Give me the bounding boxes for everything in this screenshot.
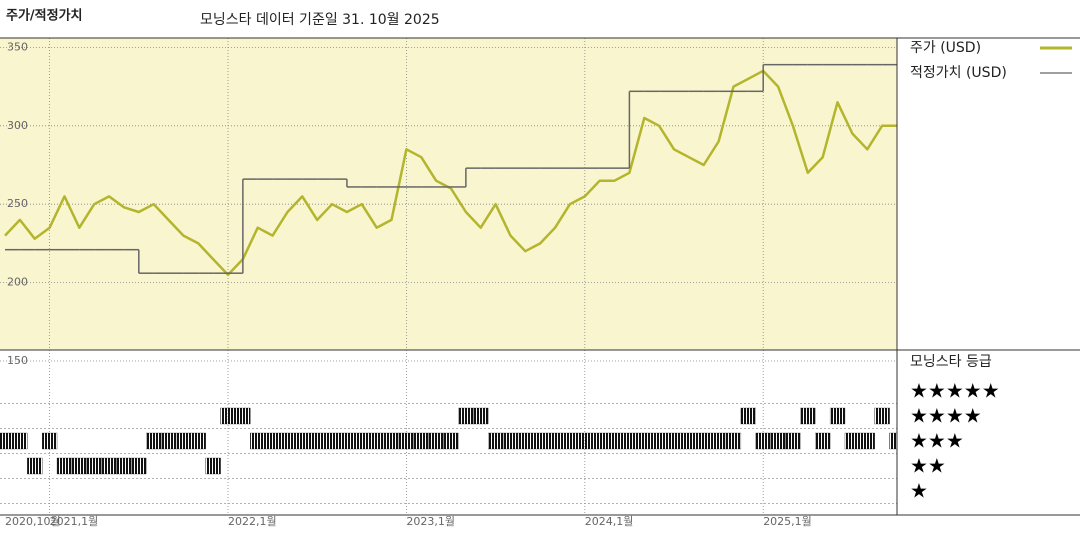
legend-label: 적정가치 (USD) [910, 65, 1007, 81]
rating-bar [117, 458, 132, 474]
rating-bar [503, 433, 518, 449]
rating-bar [0, 433, 12, 449]
rating-bar [384, 433, 399, 449]
chart-title: 주가/적정가치 [6, 8, 83, 24]
rating-bar [845, 433, 860, 449]
rating-bar [830, 408, 845, 424]
rating-bar [741, 408, 756, 424]
rating-bar [102, 458, 117, 474]
rating-bar [533, 433, 548, 449]
rating-bar [42, 433, 57, 449]
rating-bar [890, 433, 897, 449]
rating-bar [563, 433, 578, 449]
rating-bar [146, 433, 161, 449]
rating-bar [681, 433, 696, 449]
x-tick-label: 2022,1월 [228, 515, 277, 528]
rating-bar [295, 433, 310, 449]
rating-bar [72, 458, 87, 474]
legend-label: 주가 (USD) [910, 40, 981, 56]
rating-bar [652, 433, 667, 449]
rating-bar [191, 433, 206, 449]
rating-bar [518, 433, 533, 449]
y-tick-label: 350 [7, 40, 28, 53]
rating-bar [726, 433, 741, 449]
rating-bar [87, 458, 102, 474]
rating-bar [667, 433, 682, 449]
rating-bar [399, 433, 414, 449]
rating-bar [711, 433, 726, 449]
x-tick-label: 2021,1월 [50, 515, 99, 528]
rating-level-label: ★★★ [910, 429, 964, 453]
rating-bar [161, 433, 176, 449]
rating-bar [577, 433, 592, 449]
rating-level-label: ★★★★ [910, 404, 982, 428]
rating-bar [548, 433, 563, 449]
rating-bar [206, 458, 221, 474]
rating-bar [325, 433, 340, 449]
rating-bar [771, 433, 786, 449]
rating-level-label: ★★ [910, 454, 946, 478]
rating-bar [622, 433, 637, 449]
rating-bar [860, 433, 875, 449]
rating-bar [265, 433, 280, 449]
y-tick-label: 300 [7, 119, 28, 132]
rating-level-label: ★ [910, 479, 928, 503]
rating-bar [27, 458, 42, 474]
rating-bar [756, 433, 771, 449]
rating-bar [458, 408, 473, 424]
rating-bar [473, 408, 488, 424]
rating-bar [875, 408, 890, 424]
rating-bar [592, 433, 607, 449]
rating-bar [280, 433, 295, 449]
rating-title: 모닝스타 등급 [910, 354, 992, 370]
x-tick-label: 2024,1월 [585, 515, 634, 528]
rating-bar [488, 433, 503, 449]
y-tick-label: 250 [7, 197, 28, 210]
y-tick-label: 150 [7, 354, 28, 367]
rating-level-label: ★★★★★ [910, 379, 1000, 403]
rating-bar [57, 458, 72, 474]
rating-bar [786, 433, 801, 449]
rating-bar [235, 408, 250, 424]
y-tick-label: 200 [7, 276, 28, 289]
rating-bar [815, 433, 830, 449]
rating-bar [354, 433, 369, 449]
rating-bar [696, 433, 711, 449]
rating-bar [340, 433, 355, 449]
rating-bar [369, 433, 384, 449]
rating-bar [607, 433, 622, 449]
x-tick-label: 2025,1월 [763, 515, 812, 528]
x-tick-label: 2023,1월 [406, 515, 455, 528]
rating-bar [637, 433, 652, 449]
chart-subtitle: 모닝스타 데이터 기준일 31. 10월 2025 [200, 12, 440, 28]
rating-bar [414, 433, 429, 449]
rating-bar [12, 433, 27, 449]
rating-bar [131, 458, 146, 474]
rating-bar [310, 433, 325, 449]
rating-bar [176, 433, 191, 449]
rating-bar [221, 408, 236, 424]
rating-bar [429, 433, 444, 449]
rating-bar [444, 433, 459, 449]
rating-bar [250, 433, 265, 449]
rating-bar [800, 408, 815, 424]
